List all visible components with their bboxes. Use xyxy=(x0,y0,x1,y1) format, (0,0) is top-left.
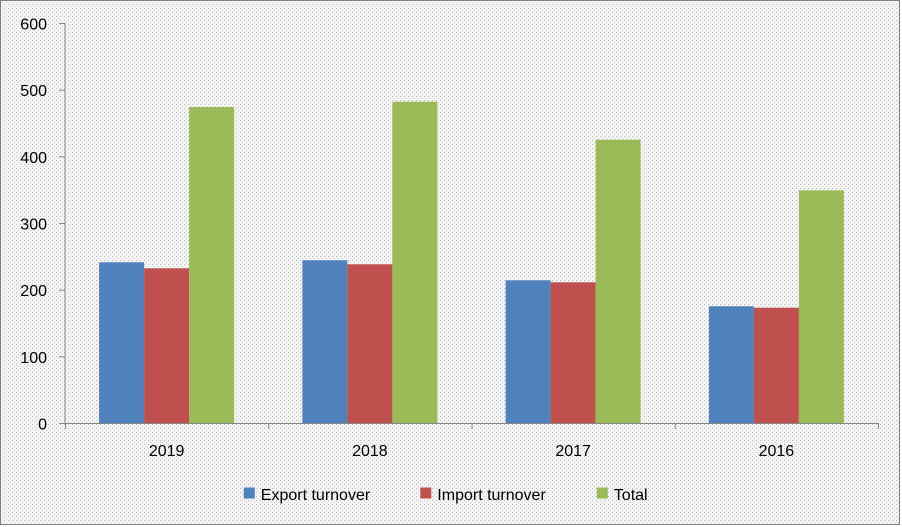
legend-label-import-turnover: Import turnover xyxy=(437,487,546,504)
y-tick-label: 600 xyxy=(20,17,47,34)
legend-label-total: Total xyxy=(614,487,648,504)
y-tick-label: 0 xyxy=(38,417,47,434)
bar-import-turnover-2017 xyxy=(550,282,596,423)
legend-swatch-import-turnover xyxy=(420,487,432,499)
legend: Export turnover Import turnover Total xyxy=(243,487,648,504)
y-tick-label: 300 xyxy=(20,217,47,234)
bar-total-2016 xyxy=(798,190,844,423)
legend-label-export-turnover: Export turnover xyxy=(261,487,371,504)
bar-export-turnover-2019 xyxy=(99,262,145,423)
bar-total-2018 xyxy=(392,101,438,423)
x-tick-label-2016: 2016 xyxy=(759,443,795,460)
x-tick-label-2017: 2017 xyxy=(555,443,591,460)
y-tick-label: 100 xyxy=(20,350,47,367)
x-axis-ticks: 2019 2018 2017 2016 xyxy=(65,423,879,460)
x-tick-label-2018: 2018 xyxy=(352,443,388,460)
bar-export-turnover-2018 xyxy=(302,260,348,423)
bar-export-turnover-2016 xyxy=(708,306,754,423)
y-tick-label: 200 xyxy=(20,283,47,300)
legend-swatch-total xyxy=(596,487,608,499)
y-tick-label: 400 xyxy=(20,150,47,167)
y-tick-label: 500 xyxy=(20,83,47,100)
bars-group xyxy=(99,101,844,423)
legend-swatch-export-turnover xyxy=(243,487,255,499)
bar-import-turnover-2018 xyxy=(347,264,393,423)
y-axis-ticks: 0 100 200 300 400 500 600 xyxy=(20,17,65,434)
bar-import-turnover-2016 xyxy=(753,307,799,423)
bar-total-2019 xyxy=(189,107,235,423)
bar-export-turnover-2017 xyxy=(505,280,551,423)
x-tick-label-2019: 2019 xyxy=(149,443,185,460)
bar-import-turnover-2019 xyxy=(144,268,190,423)
bar-total-2017 xyxy=(595,139,641,423)
